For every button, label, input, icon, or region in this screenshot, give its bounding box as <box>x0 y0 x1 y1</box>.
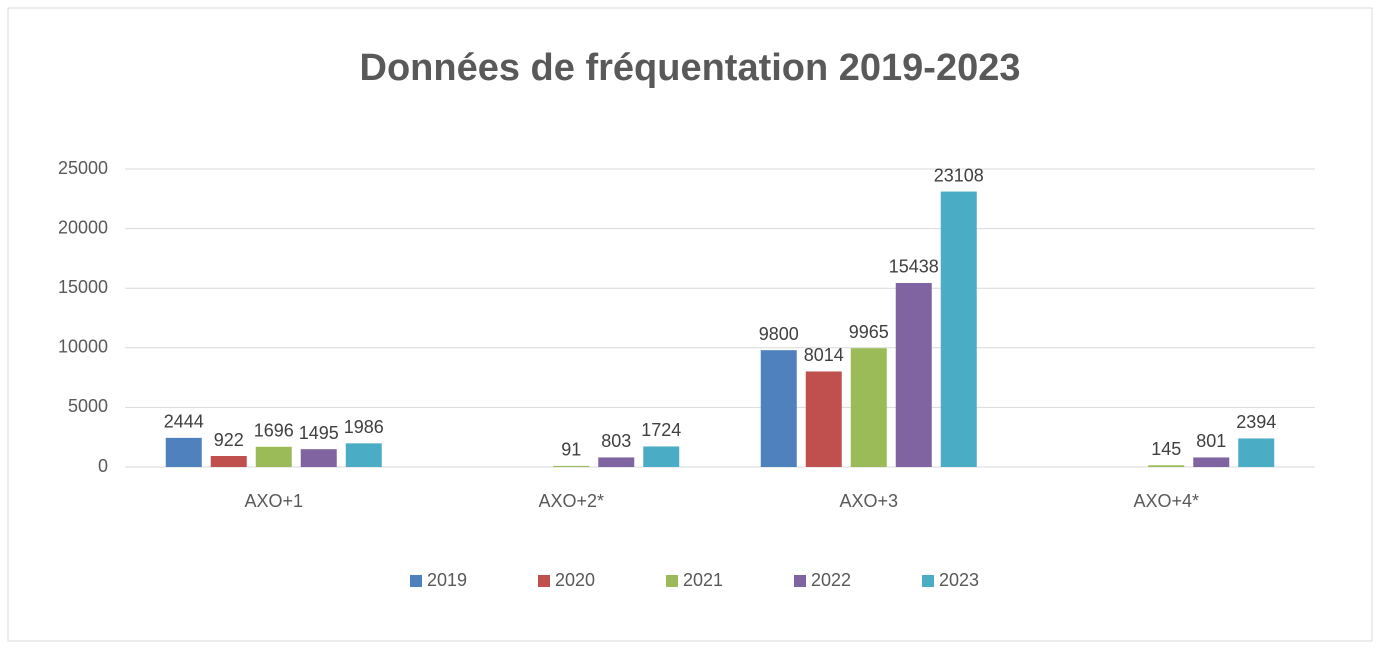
data-label: 91 <box>561 440 581 460</box>
bar <box>850 348 887 467</box>
data-label: 8014 <box>804 345 844 365</box>
x-tick-label: AXO+1 <box>244 491 303 511</box>
bar <box>345 443 382 467</box>
data-label: 2444 <box>164 412 204 432</box>
bar <box>805 371 842 467</box>
bar <box>1238 438 1275 467</box>
data-label: 9965 <box>849 322 889 342</box>
bar <box>643 446 680 467</box>
data-label: 922 <box>214 430 244 450</box>
data-label: 1724 <box>641 420 681 440</box>
legend-label: 2023 <box>939 570 979 590</box>
bar <box>553 465 590 467</box>
legend-label: 2021 <box>683 570 723 590</box>
data-label: 2394 <box>1236 412 1276 432</box>
data-label: 1495 <box>299 423 339 443</box>
bar <box>598 457 635 467</box>
x-tick-label: AXO+4* <box>1133 491 1199 511</box>
bar <box>1148 465 1185 467</box>
y-tick-label: 10000 <box>58 337 108 357</box>
y-tick-label: 25000 <box>58 158 108 178</box>
data-label: 9800 <box>759 324 799 344</box>
legend-swatch <box>666 575 678 587</box>
x-tick-label: AXO+2* <box>538 491 604 511</box>
data-label: 803 <box>601 431 631 451</box>
data-label: 1696 <box>254 421 294 441</box>
legend-label: 2020 <box>555 570 595 590</box>
y-tick-label: 15000 <box>58 277 108 297</box>
bar <box>300 449 337 467</box>
y-tick-label: 5000 <box>68 396 108 416</box>
legend-label: 2019 <box>427 570 467 590</box>
bar <box>895 282 932 467</box>
legend-label: 2022 <box>811 570 851 590</box>
y-tick-label: 20000 <box>58 217 108 237</box>
data-label: 23108 <box>934 165 984 185</box>
data-label: 1986 <box>344 417 384 437</box>
y-tick-label: 0 <box>98 456 108 476</box>
legend-swatch <box>794 575 806 587</box>
chart-title: Données de fréquentation 2019-2023 <box>360 47 1021 89</box>
bar <box>255 446 292 467</box>
data-label: 145 <box>1151 439 1181 459</box>
bar <box>760 350 797 467</box>
legend-swatch <box>922 575 934 587</box>
chart-border <box>7 7 1373 642</box>
data-label: 15438 <box>889 257 939 277</box>
x-tick-label: AXO+3 <box>839 491 898 511</box>
legend-swatch <box>410 575 422 587</box>
bar <box>210 456 247 467</box>
data-label: 801 <box>1196 431 1226 451</box>
bar <box>1193 457 1230 467</box>
legend-swatch <box>538 575 550 587</box>
bar <box>940 191 977 467</box>
bar <box>165 437 202 467</box>
